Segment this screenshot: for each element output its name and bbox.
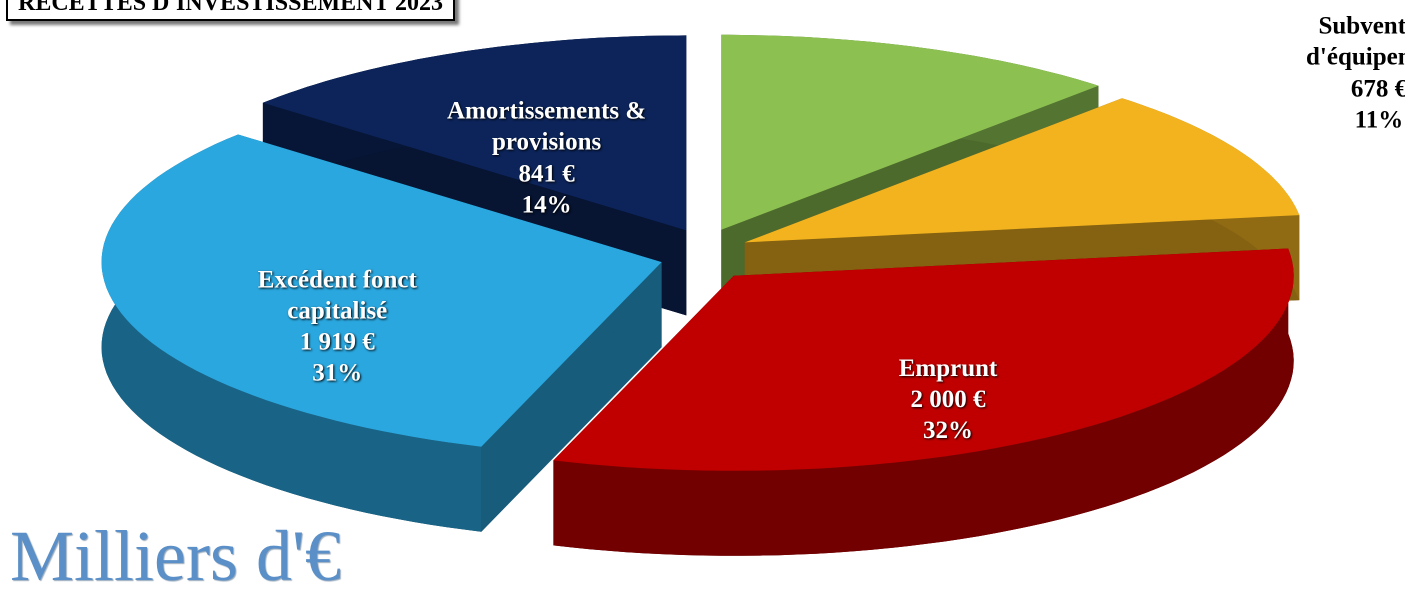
data-label: Amortissements & provisions 841 € 14% [417, 96, 677, 221]
data-label: Excédent fonct capitalisé 1 919 € 31% [207, 264, 467, 389]
slice [101, 134, 662, 447]
slice-name: Emprunt [898, 355, 998, 383]
percent-label: 11% [1354, 106, 1404, 134]
slice [721, 34, 1099, 230]
slice [262, 35, 687, 231]
unit-annotation: Milliers d'€ [10, 516, 341, 596]
value-label: 2 000 € [910, 386, 986, 414]
slice [553, 248, 1294, 556]
percent-label: 32% [923, 417, 974, 445]
slice [101, 134, 662, 532]
percent-label: 14% [521, 191, 572, 219]
slice-name: Excédent fonct capitalisé [257, 266, 417, 325]
value-label: 678 € [1350, 75, 1405, 103]
slice-side [553, 248, 1294, 556]
data-label: Subvention d'équipement 678 € 11% [1249, 11, 1405, 136]
slice [744, 98, 1300, 243]
slice-name: Amortissements & provisions [446, 97, 647, 156]
value-label: 841 € [518, 160, 575, 188]
chart-title: RECETTES D'INVESTISSEMENT 2023 [6, 0, 456, 21]
percent-label: 31% [312, 359, 363, 387]
slice-name: Subvention d'équipement [1306, 12, 1405, 71]
slice [553, 248, 1294, 471]
data-label: Emprunt 2 000 € 32% [818, 353, 1078, 447]
value-label: 1 919 € [299, 328, 375, 356]
